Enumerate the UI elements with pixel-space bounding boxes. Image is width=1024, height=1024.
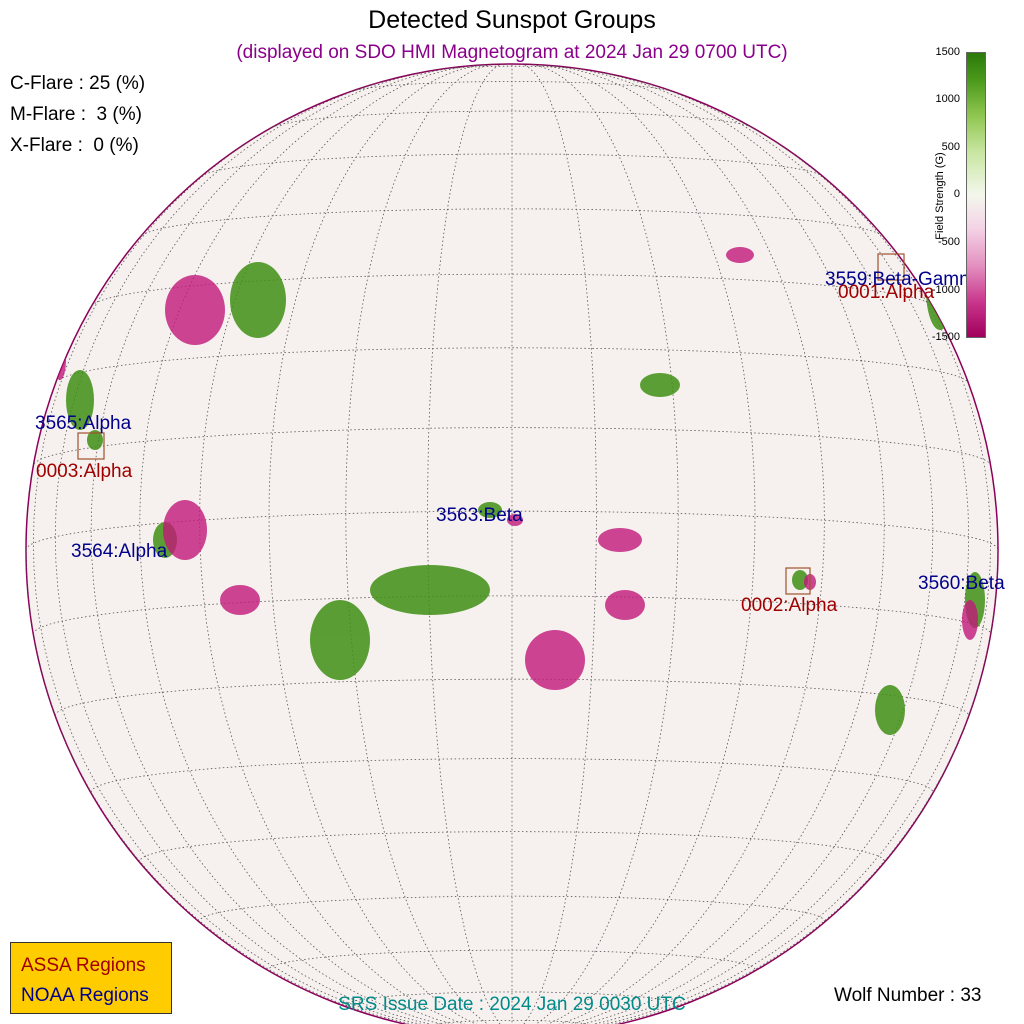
legend-assa: ASSA Regions bbox=[21, 955, 146, 976]
noaa-region-label[interactable]: 3565:Alpha bbox=[35, 413, 132, 434]
page-title: Detected Sunspot Groups bbox=[368, 6, 656, 34]
c-flare-probability: C-Flare : 25 (%) bbox=[10, 73, 146, 94]
subtitle: (displayed on SDO HMI Magnetogram at 202… bbox=[236, 42, 788, 63]
colorbar-tick: 1500 bbox=[935, 46, 960, 58]
assa-box-0002[interactable] bbox=[785, 567, 811, 595]
noaa-region-label[interactable]: 3563:Beta bbox=[436, 505, 523, 526]
legend-noaa: NOAA Regions bbox=[21, 985, 149, 1006]
assa-region-label[interactable]: 0003:Alpha bbox=[36, 461, 133, 482]
field-strength-colorbar bbox=[966, 52, 986, 338]
x-flare-probability: X-Flare : 0 (%) bbox=[10, 135, 139, 156]
colorbar-tick: -1000 bbox=[931, 284, 960, 296]
assa-region-label[interactable]: 0002:Alpha bbox=[741, 595, 838, 616]
noaa-region-label[interactable]: 3560:Beta bbox=[918, 573, 1005, 594]
magnetic-field-patches bbox=[54, 247, 985, 735]
colorbar-tick: -1500 bbox=[931, 331, 960, 343]
assa-box-0003[interactable] bbox=[77, 432, 105, 460]
assa-region-label[interactable]: 0001:Alpha bbox=[838, 282, 935, 303]
noaa-region-label[interactable]: 3559:Beta-Gamma bbox=[825, 269, 986, 290]
wolf-number: Wolf Number : 33 bbox=[834, 985, 982, 1006]
m-flare-probability: M-Flare : 3 (%) bbox=[10, 104, 142, 125]
colorbar-tick: 0 bbox=[953, 188, 960, 200]
noaa-region-label[interactable]: 3564:Alpha bbox=[71, 541, 168, 562]
region-legend: ASSA Regions NOAA Regions bbox=[10, 942, 172, 1014]
colorbar-tick: 500 bbox=[941, 141, 960, 153]
colorbar-tick: -500 bbox=[937, 236, 960, 248]
lat-lon-grid bbox=[26, 64, 998, 1024]
assa-box-0001[interactable] bbox=[877, 253, 905, 281]
srs-issue-date: SRS Issue Date : 2024 Jan 29 0030 UTC bbox=[338, 994, 686, 1015]
colorbar-tick: 1000 bbox=[935, 93, 960, 105]
